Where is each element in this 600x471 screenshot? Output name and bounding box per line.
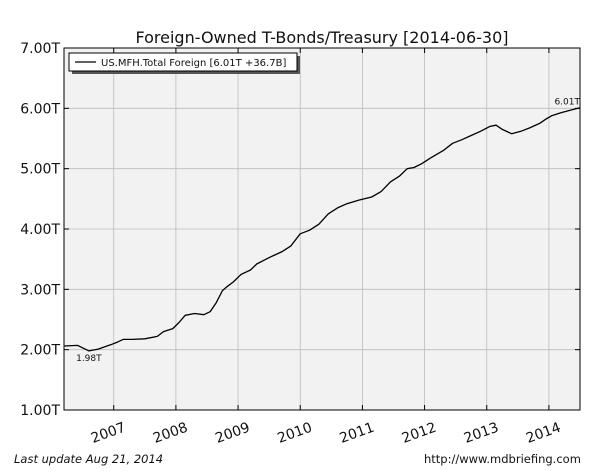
ytick-label: 2.00T [20, 343, 60, 359]
plot-frame [63, 47, 581, 411]
data-label: 1.98T [76, 354, 102, 364]
legend: US.MFH.Total Foreign [6.01T +36.7B] [68, 52, 300, 74]
data-label: 6.01T [554, 98, 580, 108]
legend-box [68, 52, 298, 72]
ytick-label: 5.00T [20, 162, 60, 178]
ytick-label: 6.00T [20, 101, 60, 117]
ytick-label: 7.00T [20, 41, 60, 57]
series-line [63, 107, 581, 352]
series-layer [63, 107, 581, 352]
grid [64, 48, 580, 410]
ytick-label: 1.00T [20, 403, 60, 419]
annotations: 1.98T 6.01T [76, 98, 580, 364]
last-update-text: Last update Aug 21, 2014 [14, 452, 164, 466]
chart-title: Foreign-Owned T-Bonds/Treasury [2014-06-… [135, 28, 508, 47]
legend-label: US.MFH.Total Foreign [6.01T +36.7B] [101, 58, 286, 69]
y-axis: 1.00T 2.00T 3.00T 4.00T 5.00T 6.00T 7.00T [20, 41, 580, 419]
source-url[interactable]: http://www.mdbriefing.com [424, 452, 581, 466]
ytick-label: 3.00T [20, 282, 60, 298]
ytick-label: 4.00T [20, 222, 60, 238]
